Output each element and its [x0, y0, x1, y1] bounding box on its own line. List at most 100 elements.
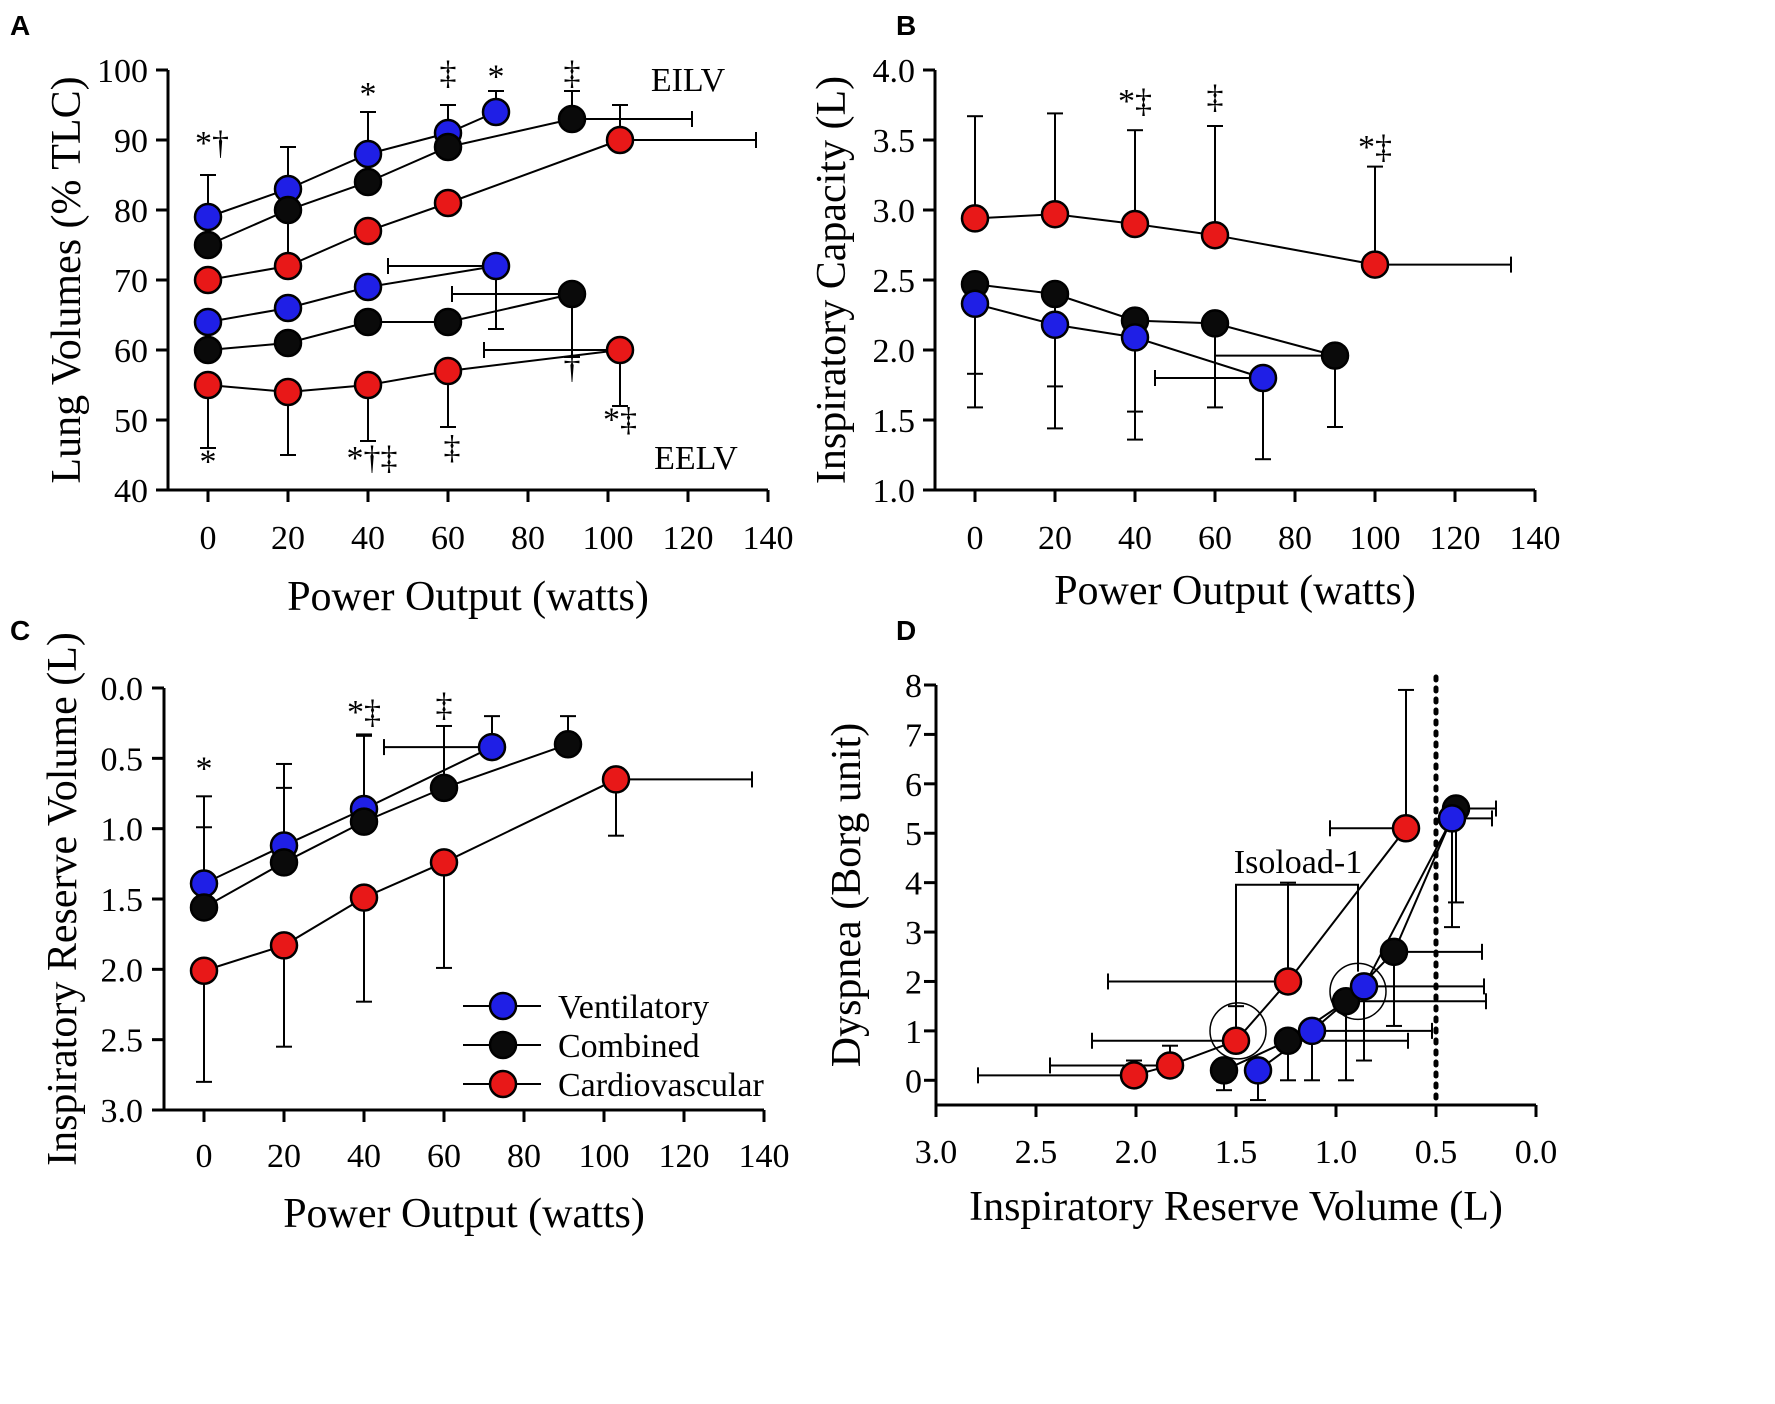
data-point-combined [273, 195, 303, 225]
annotation-label: *‡ [603, 402, 637, 439]
data-point-combined [1320, 341, 1350, 370]
x-tick-label: 60 [431, 520, 465, 557]
panel-label: D [896, 615, 916, 646]
x-tick-label: 120 [663, 520, 714, 557]
y-tick-label: 3.0 [101, 1093, 144, 1130]
data-point-cardiovascular [1120, 209, 1150, 239]
y-tick-label: 1 [905, 1014, 922, 1051]
y-tick-label: 0.0 [101, 671, 144, 708]
y-tick-label: 5 [905, 816, 922, 853]
isoload-bracket [1235, 883, 1359, 1012]
y-tick-label: 1.5 [101, 882, 144, 919]
x-tick-label: 20 [267, 1138, 301, 1175]
x-tick-label: 0 [200, 520, 217, 557]
annotation-label: *†‡ [347, 440, 398, 477]
data-point-combined [193, 335, 223, 365]
y-tick-label: 80 [114, 193, 148, 230]
x-tick-label: 0.5 [1415, 1134, 1458, 1171]
data-point-cardiovascular [349, 883, 379, 912]
x-axis-label: Inspiratory Reserve Volume (L) [969, 1184, 1503, 1230]
panel-label: A [10, 10, 30, 41]
legend-label: Combined [558, 1028, 700, 1065]
series-line-ventilatory [207, 265, 497, 323]
data-point-combined [553, 730, 583, 759]
data-point-cardiovascular [189, 956, 219, 985]
data-point-ventilatory [353, 272, 383, 302]
data-point-combined [353, 307, 383, 337]
data-point-ventilatory [1120, 323, 1150, 352]
x-tick-label: 100 [583, 520, 634, 557]
annotation-label: Isoload-1 [1234, 844, 1362, 881]
y-tick-label: 0.5 [101, 741, 144, 778]
x-tick-label: 1.5 [1215, 1134, 1258, 1171]
data-point-combined [557, 279, 587, 309]
x-axis-label: Power Output (watts) [1054, 568, 1416, 614]
data-point-cardiovascular [1040, 199, 1070, 229]
panel-label: B [896, 10, 916, 41]
x-tick-label: 80 [507, 1138, 541, 1175]
data-point-cardiovascular [273, 377, 303, 407]
x-tick-label: 1.0 [1315, 1134, 1358, 1171]
data-point-combined [189, 893, 219, 922]
series-line-cardiovascular [207, 349, 621, 394]
data-point-combined [349, 807, 379, 836]
legend-marker-ventilatory [488, 991, 518, 1021]
data-point-combined [1379, 937, 1409, 967]
x-tick-label: 140 [743, 520, 794, 557]
series-line-ventilatory [974, 302, 1264, 379]
data-point-cardiovascular [433, 188, 463, 218]
legend-marker-combined [488, 1030, 518, 1060]
data-point-cardiovascular [605, 335, 635, 365]
annotation-label: EELV [654, 440, 738, 477]
data-point-ventilatory [1437, 804, 1467, 833]
annotation-label: * [200, 444, 217, 481]
y-tick-label: 6 [905, 767, 922, 804]
x-tick-label: 140 [739, 1138, 790, 1175]
annotation-label: *‡ [1118, 83, 1152, 120]
data-point-cardiovascular [1391, 814, 1421, 843]
data-point-cardiovascular [193, 265, 223, 295]
annotation-label: *† [195, 125, 229, 162]
x-tick-label: 140 [1510, 520, 1561, 557]
data-point-combined [429, 773, 459, 803]
x-tick-label: 80 [1278, 520, 1312, 557]
data-point-combined [269, 848, 299, 877]
data-point-ventilatory [1040, 310, 1070, 340]
x-tick-label: 40 [351, 520, 385, 557]
y-tick-label: 3 [905, 915, 922, 952]
series-line-cardiovascular [203, 778, 617, 972]
x-tick-label: 2.0 [1115, 1134, 1158, 1171]
data-point-combined [1200, 309, 1230, 338]
data-point-ventilatory [1349, 972, 1379, 1001]
y-tick-label: 100 [97, 53, 148, 90]
isoload-highlight-circle [1209, 1002, 1267, 1060]
x-tick-label: 0 [967, 520, 984, 557]
y-tick-label: 7 [905, 717, 922, 754]
isoload-highlight-circle [1329, 962, 1387, 1021]
y-tick-label: 3.5 [873, 123, 916, 160]
annotation-label: * [360, 76, 377, 113]
y-tick-label: 60 [114, 333, 148, 370]
x-tick-label: 60 [1198, 520, 1232, 557]
x-tick-label: 100 [1350, 520, 1401, 557]
annotation-label: ‡ [1207, 79, 1224, 116]
data-point-cardiovascular [1221, 1026, 1251, 1056]
x-tick-label: 3.0 [915, 1134, 958, 1171]
data-point-ventilatory [481, 97, 511, 127]
y-tick-label: 3.0 [873, 193, 916, 230]
data-point-ventilatory [189, 869, 219, 898]
data-point-ventilatory [960, 289, 990, 319]
series-line-combined [203, 743, 569, 909]
y-tick-label: 90 [114, 123, 148, 160]
y-tick-label: 40 [114, 473, 148, 510]
data-point-ventilatory [1243, 1056, 1273, 1085]
x-tick-label: 120 [1430, 520, 1481, 557]
x-tick-label: 20 [1038, 520, 1072, 557]
annotation-label: *‡ [347, 694, 381, 731]
y-axis-label: Dyspnea (Borg unit) [824, 723, 870, 1068]
y-axis-label: Inspiratory Capacity (L) [809, 76, 855, 484]
data-point-cardiovascular [601, 765, 631, 794]
y-tick-label: 2.5 [101, 1023, 144, 1060]
data-point-cardiovascular [273, 251, 303, 281]
